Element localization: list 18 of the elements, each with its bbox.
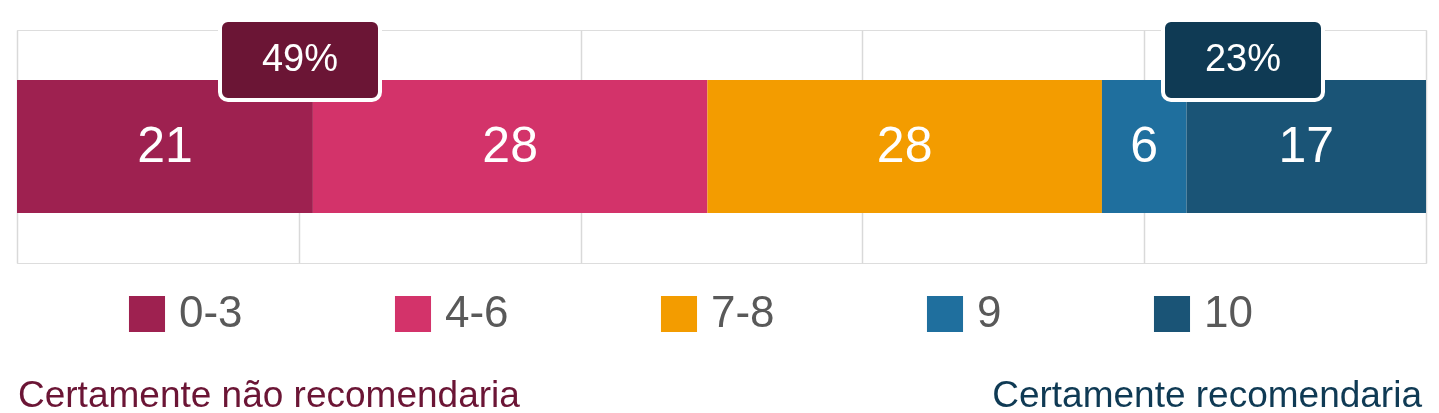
data-label: 28 [876,116,933,173]
bar [17,80,313,213]
legend-label: 9 [977,287,1002,336]
legend-label: 4-6 [445,287,509,336]
legend-label: 7-8 [711,287,775,336]
data-label: 21 [137,116,193,173]
bar [707,80,1102,213]
text: 49% [261,37,339,79]
bar [1101,80,1187,213]
data-label: 28 [482,116,538,173]
data-label: 17 [1278,116,1335,173]
text: Certamente não recomendaria [18,374,521,413]
bar [312,80,708,213]
text: Certamente recomendaria [992,374,1423,413]
text: 23% [1204,37,1282,79]
legend-label: 10 [1204,287,1253,336]
data-label: 6 [1130,116,1159,173]
legend-label: 0-3 [179,287,243,336]
